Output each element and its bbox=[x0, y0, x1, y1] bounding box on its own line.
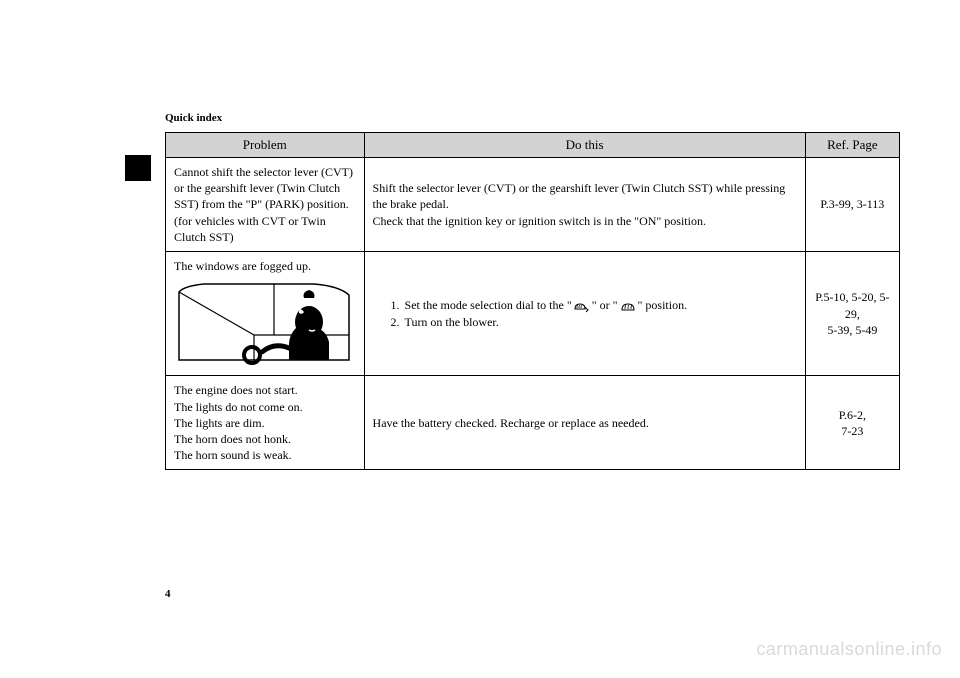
ref-page-cell: P.5-10, 5-20, 5-29, 5-39, 5-49 bbox=[805, 251, 899, 375]
problem-cell-fog: The windows are fogged up. bbox=[166, 251, 365, 375]
table-row: Cannot shift the selector lever (CVT) or… bbox=[166, 158, 900, 252]
do-this-cell-fog: Set the mode selection dial to the "" or… bbox=[364, 251, 805, 375]
problem-cell: The engine does not start. The lights do… bbox=[166, 376, 365, 470]
table-row: The windows are fogged up. bbox=[166, 251, 900, 375]
troubleshooting-table: Problem Do this Ref. Page Cannot shift t… bbox=[165, 132, 900, 470]
ref-page-cell: P.6-2, 7-23 bbox=[805, 376, 899, 470]
section-title: Quick index bbox=[165, 112, 900, 124]
table-row: The engine does not start. The lights do… bbox=[166, 376, 900, 470]
header-ref-page: Ref. Page bbox=[805, 133, 899, 158]
problem-cell: Cannot shift the selector lever (CVT) or… bbox=[166, 158, 365, 252]
fog-window-illustration bbox=[174, 280, 354, 365]
watermark: carmanualsonline.info bbox=[756, 639, 942, 660]
fog-step-1: Set the mode selection dial to the "" or… bbox=[403, 297, 785, 313]
fog-problem-text: The windows are fogged up. bbox=[174, 258, 356, 274]
do-this-cell: Have the battery checked. Recharge or re… bbox=[364, 376, 805, 470]
header-problem: Problem bbox=[166, 133, 365, 158]
fog-step-2: Turn on the blower. bbox=[403, 314, 785, 330]
header-do-this: Do this bbox=[364, 133, 805, 158]
do-this-cell: Shift the selector lever (CVT) or the ge… bbox=[364, 158, 805, 252]
defrost-foot-icon bbox=[574, 301, 590, 313]
ref-page-cell: P.3-99, 3-113 bbox=[805, 158, 899, 252]
page-content: Quick index Problem Do this Ref. Page Ca… bbox=[165, 112, 900, 470]
side-tab bbox=[125, 155, 151, 181]
page-number: 4 bbox=[165, 588, 171, 600]
defrost-icon bbox=[620, 301, 636, 313]
